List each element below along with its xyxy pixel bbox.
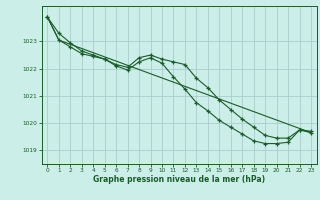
X-axis label: Graphe pression niveau de la mer (hPa): Graphe pression niveau de la mer (hPa) xyxy=(93,175,265,184)
